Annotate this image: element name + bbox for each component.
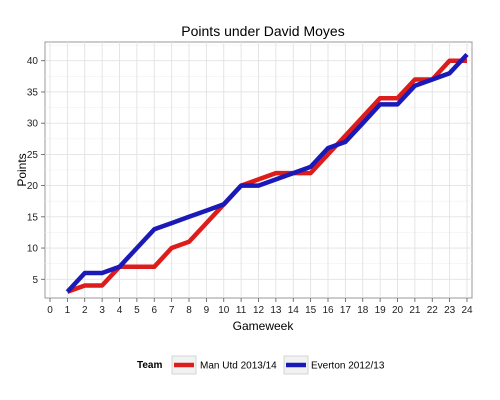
x-tick-label: 21 — [409, 305, 421, 316]
series-lines — [65, 52, 469, 294]
x-tick-label: 24 — [461, 305, 473, 316]
x-tick-label: 2 — [82, 305, 88, 316]
gridlines — [45, 42, 472, 298]
x-tick-label: 10 — [218, 305, 230, 316]
legend-title: Team — [137, 360, 162, 371]
x-tick-label: 20 — [392, 305, 404, 316]
y-tick-label: 25 — [27, 150, 39, 161]
x-tick-label: 19 — [375, 305, 387, 316]
x-tick-label: 5 — [134, 305, 140, 316]
x-axis-title: Gameweek — [233, 319, 295, 333]
x-tick-label: 15 — [305, 305, 317, 316]
x-tick-label: 4 — [117, 305, 123, 316]
series-line-2 — [65, 52, 469, 294]
x-axis: 0 1 2 3 4 5 6 7 8 9 10 11 12 13 14 15 16 17 18 19 20 21 22 23 24 — [47, 298, 473, 316]
x-tick-label: 7 — [169, 305, 175, 316]
x-tick-label: 17 — [340, 305, 352, 316]
x-tick-label: 0 — [47, 305, 53, 316]
legend-label: Man Utd 2013/14 — [200, 361, 277, 372]
x-tick-label: 8 — [186, 305, 192, 316]
x-tick-label: 18 — [357, 305, 369, 316]
y-tick-label: 40 — [27, 56, 39, 67]
x-tick-label: 6 — [151, 305, 157, 316]
y-tick-label: 20 — [27, 181, 39, 192]
plot-area — [44, 41, 473, 299]
x-tick-label: 3 — [99, 305, 105, 316]
series-line-1 — [66, 58, 467, 294]
legend: Team Man Utd 2013/14 Everton 2012/13 — [137, 355, 385, 375]
x-tick-label: 14 — [288, 305, 300, 316]
x-tick-label: 13 — [270, 305, 282, 316]
x-tick-label: 12 — [253, 305, 265, 316]
chart-title: Points under David Moyes — [181, 23, 344, 39]
legend-label: Everton 2012/13 — [311, 361, 385, 372]
x-tick-label: 9 — [204, 305, 210, 316]
y-tick-label: 5 — [32, 275, 38, 286]
y-axis-title: Points — [15, 153, 29, 186]
x-tick-label: 23 — [444, 305, 456, 316]
y-tick-label: 30 — [27, 119, 39, 130]
y-tick-label: 10 — [27, 244, 39, 255]
x-tick-label: 16 — [322, 305, 334, 316]
y-tick-label: 35 — [27, 87, 39, 98]
x-tick-label: 1 — [65, 305, 71, 316]
y-axis: 5 10 15 20 25 30 35 40 — [27, 56, 45, 286]
x-tick-label: 22 — [427, 305, 439, 316]
y-tick-label: 15 — [27, 212, 39, 223]
x-tick-label: 11 — [236, 305, 247, 316]
